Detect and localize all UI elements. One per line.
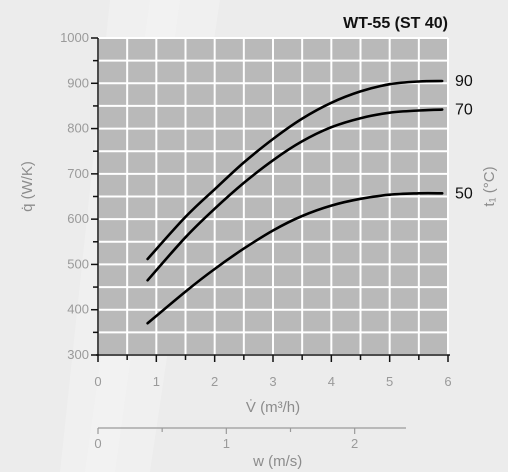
x-tick-label: 3 [269, 374, 276, 389]
series-line-70 [146, 108, 444, 282]
series-label-70: 70 [455, 102, 473, 119]
y-tick-label: 700 [67, 166, 89, 181]
x-tick-label: 6 [444, 374, 451, 389]
y-axis-title: q̇ (W/K) [19, 161, 36, 212]
chart-title: WT-55 (ST 40) [343, 15, 448, 32]
y-tick-label: 400 [67, 302, 89, 317]
secondary-x-tick-label: 1 [223, 436, 230, 451]
y-tick-label: 500 [67, 256, 89, 271]
series-label-90: 90 [455, 73, 473, 90]
labels: WT-55 (ST 40) V̇ (m³/h) q̇ (W/K) t₁ (°C)… [19, 15, 498, 470]
y-tick-label: 300 [67, 347, 89, 362]
y-tick-label: 800 [67, 121, 89, 136]
x-tick-label: 5 [386, 374, 393, 389]
x-tick-label: 1 [153, 374, 160, 389]
series-group: 90 70 50 [146, 73, 473, 325]
secondary-x-axis-title: w (m/s) [252, 453, 302, 470]
y-tick-label: 1000 [60, 30, 89, 45]
grid [97, 37, 449, 356]
right-axis-title: t₁ (°C) [481, 166, 498, 206]
x-tick-label: 0 [94, 374, 101, 389]
secondary-x-tick-label: 0 [94, 436, 101, 451]
x-axis-title: V̇ (m³/h) [246, 399, 300, 416]
x-tick-label: 2 [211, 374, 218, 389]
series-label-50: 50 [455, 185, 473, 202]
secondary-x-tick-label: 2 [351, 436, 358, 451]
x-tick-label: 4 [328, 374, 335, 389]
series-line-90 [146, 79, 444, 261]
series-line-50 [146, 191, 444, 325]
y-tick-label: 600 [67, 211, 89, 226]
y-tick-label: 900 [67, 75, 89, 90]
axes: 300 400 500 600 700 800 900 1000 0 1 2 3 4 5 6 0 1 2 [60, 30, 452, 451]
